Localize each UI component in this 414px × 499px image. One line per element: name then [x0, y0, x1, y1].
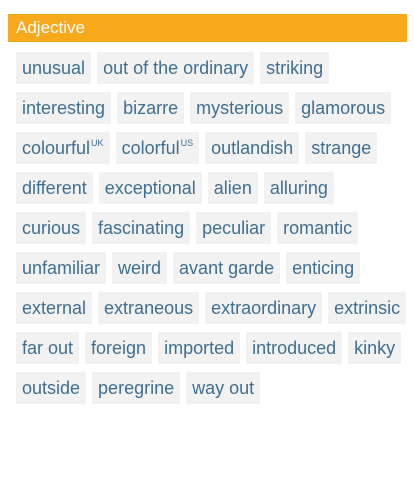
synonym-label: imported: [164, 338, 235, 358]
synonym-list: unusual out of the ordinary striking intere…: [8, 42, 407, 404]
synonym-chip-avant-garde[interactable]: avant garde: [173, 252, 281, 284]
synonym-chip-interesting[interactable]: interesting: [16, 92, 112, 124]
synonym-label: exceptional: [104, 178, 196, 198]
synonym-label: mysterious: [196, 98, 284, 118]
synonym-chip-romantic[interactable]: romantic: [277, 212, 359, 244]
synonym-label: unfamiliar: [22, 258, 101, 278]
synonym-chip-external[interactable]: external: [16, 292, 93, 324]
part-of-speech-header: Adjective: [8, 14, 407, 42]
synonym-chip-colourful[interactable]: colourful UK: [16, 132, 110, 164]
synonym-chip-out-of-the-ordinary[interactable]: out of the ordinary: [97, 52, 255, 84]
synonym-label: alien: [213, 178, 252, 198]
synonym-chip-different[interactable]: different: [16, 172, 93, 204]
synonym-panel: Adjective unusual out of the ordinary stri…: [8, 14, 407, 404]
synonym-chip-far-out[interactable]: far out: [16, 332, 80, 364]
synonym-label: striking: [266, 58, 324, 78]
synonym-chip-peregrine[interactable]: peregrine: [92, 372, 181, 404]
synonym-label: interesting: [22, 98, 106, 118]
synonym-chip-outlandish[interactable]: outlandish: [205, 132, 300, 164]
synonym-chip-introduced[interactable]: introduced: [246, 332, 343, 364]
synonym-label: extraneous: [104, 298, 194, 318]
synonym-label: outlandish: [211, 138, 294, 158]
synonym-chip-exceptional[interactable]: exceptional: [98, 172, 202, 204]
synonym-label: external: [22, 298, 87, 318]
synonym-chip-alluring[interactable]: alluring: [263, 172, 334, 204]
synonym-label: bizarre: [123, 98, 179, 118]
synonym-label: colourful: [22, 138, 91, 158]
synonym-chip-kinky[interactable]: kinky: [348, 332, 402, 364]
synonym-chip-colorful[interactable]: colorful US: [115, 132, 200, 164]
synonym-chip-fascinating[interactable]: fascinating: [92, 212, 191, 244]
synonym-chip-imported[interactable]: imported: [158, 332, 241, 364]
synonym-chip-foreign[interactable]: foreign: [85, 332, 153, 364]
synonym-label: extrinsic: [334, 298, 401, 318]
synonym-chip-extraneous[interactable]: extraneous: [98, 292, 200, 324]
synonym-label: glamorous: [301, 98, 386, 118]
synonym-chip-bizarre[interactable]: bizarre: [117, 92, 185, 124]
synonym-label: colorful: [121, 138, 180, 158]
synonym-label: unusual: [22, 58, 86, 78]
synonym-chip-unfamiliar[interactable]: unfamiliar: [16, 252, 107, 284]
synonym-label: enticing: [292, 258, 355, 278]
synonym-label: fascinating: [98, 218, 185, 238]
synonym-label: peregrine: [98, 378, 175, 398]
synonym-label: foreign: [91, 338, 147, 358]
synonym-label: kinky: [354, 338, 396, 358]
synonym-label: far out: [22, 338, 74, 358]
synonym-chip-curious[interactable]: curious: [16, 212, 87, 244]
synonym-label: out of the ordinary: [103, 58, 249, 78]
synonym-chip-extrinsic[interactable]: extrinsic: [328, 292, 407, 324]
synonym-label: curious: [22, 218, 81, 238]
synonym-label: different: [22, 178, 87, 198]
synonym-label: way out: [192, 378, 255, 398]
synonym-label: extraordinary: [211, 298, 317, 318]
synonym-chip-strange[interactable]: strange: [305, 132, 378, 164]
synonym-label: introduced: [252, 338, 337, 358]
synonym-label: romantic: [283, 218, 353, 238]
synonym-chip-weird[interactable]: weird: [112, 252, 168, 284]
synonym-chip-glamorous[interactable]: glamorous: [295, 92, 392, 124]
synonym-chip-mysterious[interactable]: mysterious: [190, 92, 290, 124]
synonym-chip-alien[interactable]: alien: [207, 172, 258, 204]
synonym-label: alluring: [269, 178, 328, 198]
synonym-label: peculiar: [202, 218, 266, 238]
synonym-label: avant garde: [179, 258, 275, 278]
synonym-chip-peculiar[interactable]: peculiar: [196, 212, 272, 244]
synonym-chip-outside[interactable]: outside: [16, 372, 87, 404]
synonym-label: strange: [311, 138, 372, 158]
synonym-chip-way-out[interactable]: way out: [186, 372, 261, 404]
synonym-chip-striking[interactable]: striking: [260, 52, 330, 84]
synonym-label: weird: [118, 258, 162, 278]
synonym-chip-unusual[interactable]: unusual: [16, 52, 92, 84]
synonym-chip-enticing[interactable]: enticing: [286, 252, 361, 284]
synonym-chip-extraordinary[interactable]: extraordinary: [205, 292, 323, 324]
synonym-label: outside: [22, 378, 81, 398]
